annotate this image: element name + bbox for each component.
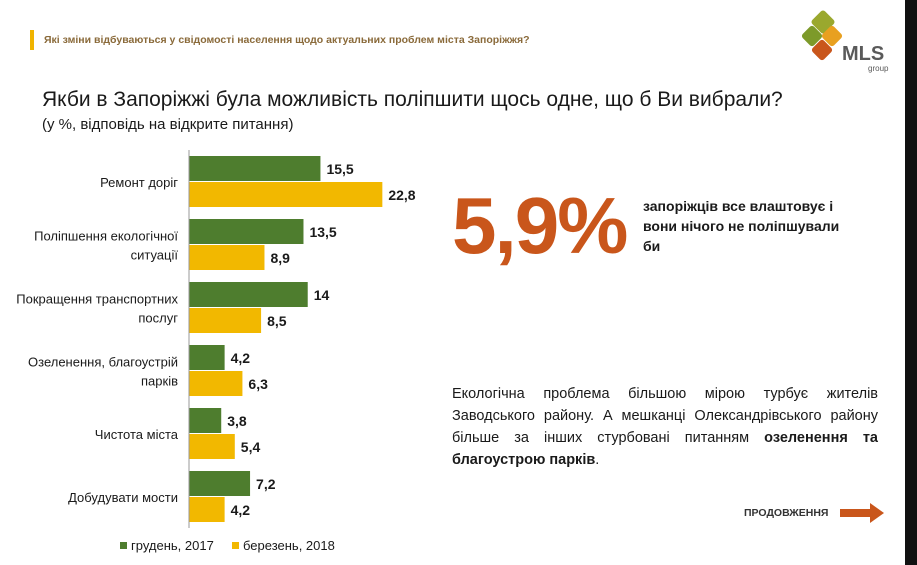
continue-arrow-icon[interactable] — [840, 503, 884, 523]
data-label: 4,2 — [231, 350, 251, 366]
legend-label-1: березень, 2018 — [243, 538, 335, 553]
data-label: 13,5 — [309, 224, 336, 240]
bar-dec2017-2 — [189, 282, 308, 307]
commentary-end: . — [595, 452, 600, 468]
bar-dec2017-5 — [189, 471, 251, 496]
slide-subtitle: Які зміни відбуваються у свідомості насе… — [44, 34, 530, 46]
logo-subtext: group — [868, 64, 889, 73]
data-label: 3,8 — [227, 413, 247, 429]
accent-marker — [30, 30, 34, 50]
data-label: 7,2 — [256, 476, 276, 492]
data-label: 15,5 — [326, 161, 353, 177]
bar-dec2017-0 — [189, 156, 321, 181]
logo-leaf-left — [801, 25, 823, 47]
right-edge-bar — [905, 0, 917, 565]
logo-leaf-right — [821, 25, 843, 47]
data-label: 22,8 — [388, 187, 415, 203]
category-label: Ремонт доріг — [100, 175, 178, 190]
data-label: 6,3 — [248, 376, 268, 392]
bar-dec2017-1 — [189, 219, 304, 244]
data-label: 14 — [314, 287, 330, 303]
mls-logo: MLS group — [801, 10, 889, 73]
category-label: парків — [141, 374, 178, 389]
question-note: (у %, відповідь на відкрите питання) — [42, 116, 294, 133]
legend-swatch-1 — [232, 542, 239, 549]
category-label: Чистота міста — [95, 427, 179, 442]
bar-mar2018-2 — [189, 308, 262, 333]
bar-mar2018-1 — [189, 245, 265, 270]
legend-label-0: грудень, 2017 — [131, 538, 214, 553]
bar-mar2018-4 — [189, 434, 235, 459]
category-label: Добудувати мости — [68, 490, 178, 505]
category-label: послуг — [138, 311, 178, 326]
category-label: Поліпшення екологічної — [34, 229, 178, 244]
commentary: Екологічна проблема більшою мірою турбує… — [452, 383, 878, 471]
data-label: 8,5 — [267, 313, 287, 329]
commentary-bold: озеленення та благоустрою парків — [452, 430, 879, 468]
bar-dec2017-4 — [189, 408, 222, 433]
bar-chart: 15,5 22,8 Ремонт доріг 13,5 8,9 Поліпшення ек… — [16, 150, 416, 553]
bar-dec2017-3 — [189, 345, 225, 370]
continue-label[interactable]: ПРОДОВЖЕННЯ — [744, 507, 829, 519]
logo-leaf-top — [811, 10, 835, 34]
category-label: ситуації — [131, 248, 179, 263]
highlight-text: запоріжців все влаштовує і вони нічого н… — [643, 198, 840, 254]
logo-text: MLS — [842, 43, 884, 65]
commentary-plain: Екологічна проблема більшою мірою турбує… — [452, 386, 878, 446]
bar-mar2018-0 — [189, 182, 383, 207]
data-label: 4,2 — [231, 502, 251, 518]
highlight-value: 5,9% — [452, 181, 628, 270]
category-label: Озеленення, благоустрій — [28, 355, 178, 370]
data-label: 8,9 — [270, 250, 290, 266]
category-label: Покращення транспортних — [16, 292, 178, 307]
question-title: Якби в Запоріжжі була можливість поліпши… — [42, 88, 783, 111]
logo-leaf-bottom — [811, 39, 833, 61]
bar-mar2018-5 — [189, 497, 225, 522]
legend-swatch-0 — [120, 542, 127, 549]
data-label: 5,4 — [241, 439, 261, 455]
bar-mar2018-3 — [189, 371, 243, 396]
